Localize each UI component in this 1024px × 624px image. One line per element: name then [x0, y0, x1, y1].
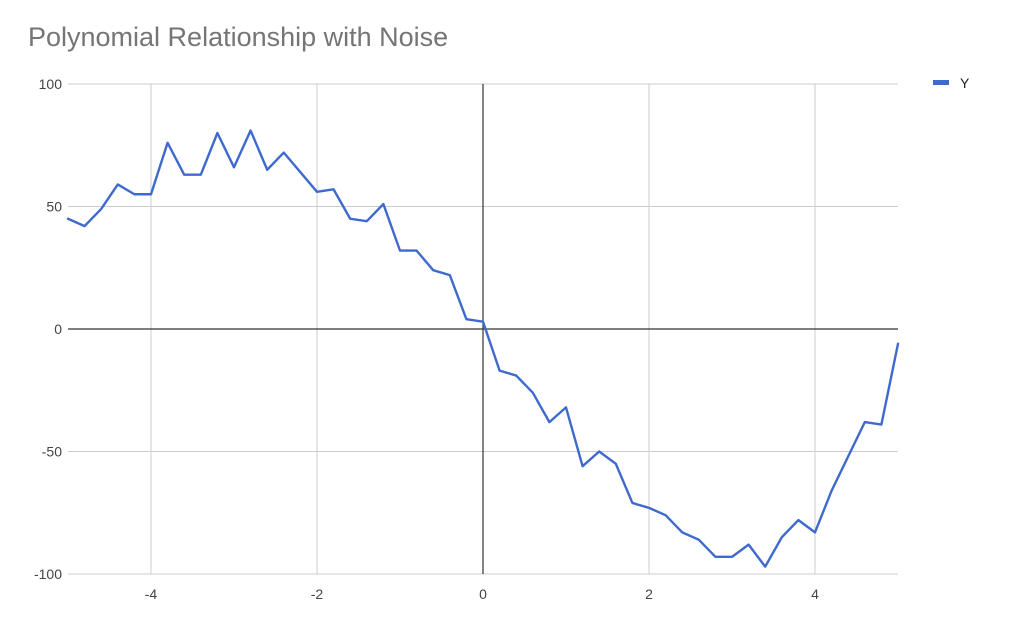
zero-axis-lines — [68, 84, 898, 574]
x-tick-label: 2 — [645, 586, 653, 602]
y-tick-label: 0 — [54, 321, 62, 337]
legend: Y — [933, 75, 970, 91]
y-tick-label: -100 — [34, 566, 62, 582]
chart-title: Polynomial Relationship with Noise — [28, 22, 449, 52]
legend-label-y: Y — [960, 75, 970, 91]
legend-swatch-y — [933, 80, 949, 85]
x-tick-label: 0 — [479, 586, 487, 602]
x-tick-label: 4 — [811, 586, 819, 602]
y-axis-tick-labels: 100 50 0 -50 -100 — [34, 76, 62, 582]
y-tick-label: -50 — [42, 444, 62, 460]
y-tick-label: 50 — [46, 199, 62, 215]
y-tick-label: 100 — [39, 76, 63, 92]
series-line-y — [66, 129, 900, 568]
x-axis-tick-labels: -4 -2 0 2 4 — [145, 586, 819, 602]
x-tick-label: -4 — [145, 586, 158, 602]
x-tick-label: -2 — [311, 586, 324, 602]
series-layer — [66, 129, 900, 568]
